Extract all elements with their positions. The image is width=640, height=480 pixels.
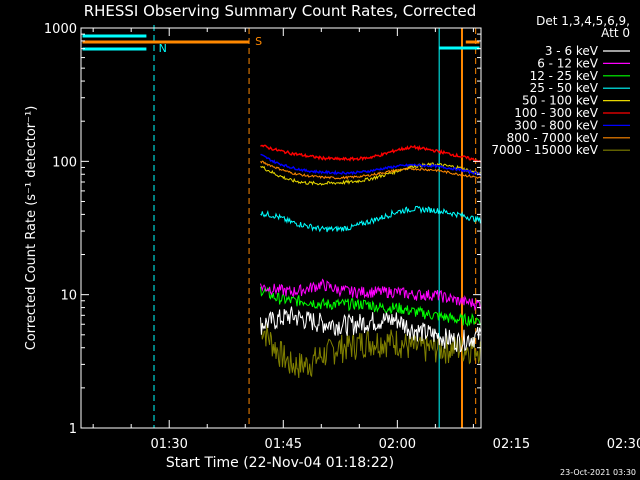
y-tick-label: 1000 — [44, 22, 77, 37]
x-tick-label: 02:00 — [379, 437, 416, 452]
legend-label: 7000 - 15000 keV — [491, 143, 598, 157]
x-tick-label: 01:30 — [150, 437, 187, 452]
series-line — [260, 153, 481, 177]
y-axis-label: Corrected Count Rate (s⁻¹ detector⁻¹) — [24, 106, 39, 351]
y-tick-label: 100 — [52, 155, 77, 170]
series-line — [260, 286, 481, 327]
legend-label: 12 - 25 keV — [530, 69, 599, 83]
series-line — [260, 160, 481, 180]
legend-header-2: Att 0 — [601, 26, 630, 40]
series-line — [260, 144, 481, 163]
chart-title: RHESSI Observing Summary Count Rates, Co… — [84, 2, 477, 20]
x-tick-label: 02:30 — [607, 437, 640, 452]
instrument-state-bands: NS — [82, 25, 480, 428]
series-line — [260, 205, 481, 233]
legend-label: 6 - 12 keV — [537, 56, 599, 70]
x-tick-label: 01:45 — [265, 437, 302, 452]
y-tick-label: 1 — [69, 422, 77, 437]
series-line — [260, 162, 481, 186]
x-tick-label: 02:15 — [493, 437, 530, 452]
legend-label: 300 - 800 keV — [514, 118, 598, 132]
y-tick-label: 10 — [60, 289, 77, 304]
plot-frame — [80, 27, 482, 429]
legend-header-1: Det 1,3,4,5,6,9, — [536, 14, 630, 28]
legend-label: 25 - 50 keV — [530, 81, 599, 95]
legend-label: 3 - 6 keV — [545, 44, 599, 58]
series-layer — [260, 144, 481, 379]
series-line — [260, 278, 481, 311]
saa-label: S — [255, 35, 262, 48]
legend-label: 800 - 7000 keV — [507, 131, 599, 145]
night-label: N — [159, 42, 167, 55]
legend-label: 100 - 300 keV — [514, 106, 598, 120]
series-line — [260, 306, 481, 353]
series-line — [260, 323, 481, 379]
legend-label: 50 - 100 keV — [522, 94, 599, 108]
x-axis-label: Start Time (22-Nov-04 01:18:22) — [166, 455, 394, 471]
timestamp: 23-Oct-2021 03:30 — [560, 468, 636, 477]
